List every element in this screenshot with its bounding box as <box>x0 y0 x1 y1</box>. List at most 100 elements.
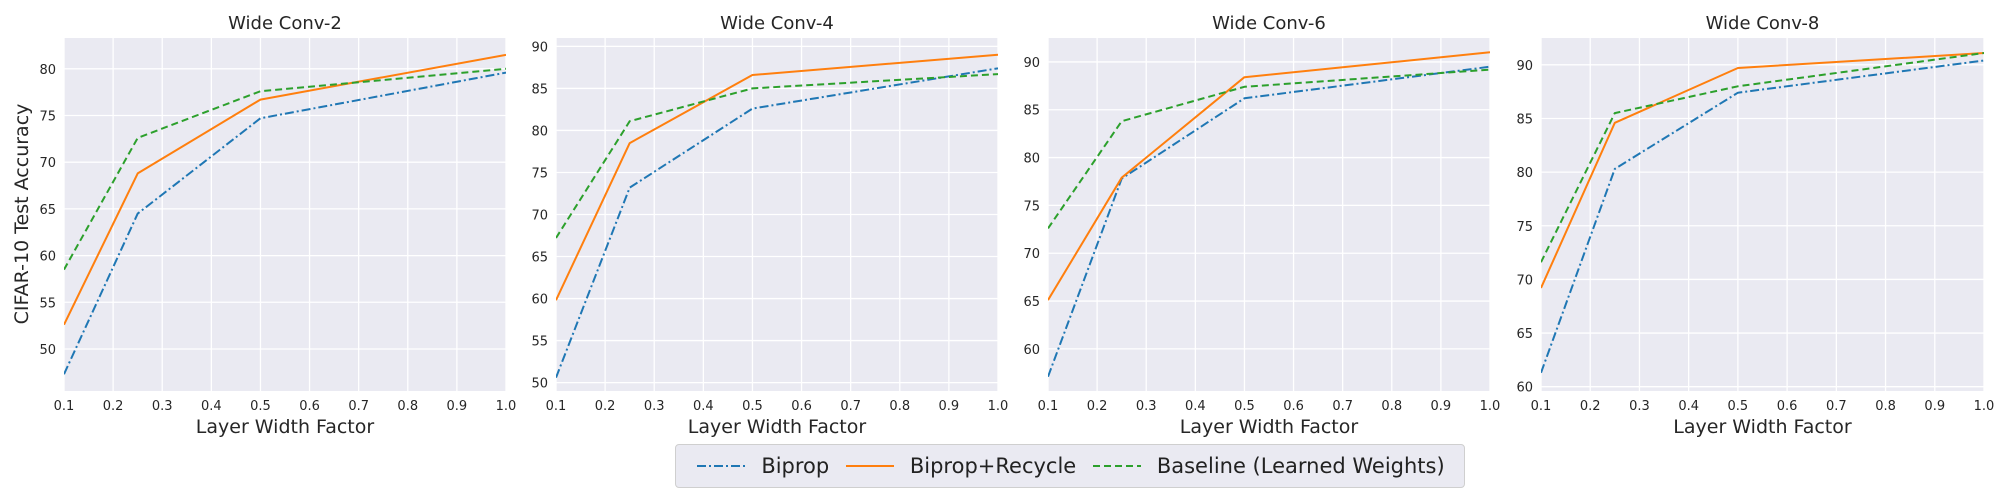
chart-panel-4: 0.1 0.2 0.3 0.4 0.5 0.6 0.7 0.8 0.9 1.0 60 65 70 75 80… <box>1516 13 1994 438</box>
y-tick-label: 55 <box>531 335 548 350</box>
y-tick-label: 65 <box>1023 295 1040 310</box>
x-tick-label: 0.6 <box>1777 399 1798 414</box>
y-tick-label: 65 <box>1516 327 1533 342</box>
y-tick-label: 50 <box>531 377 548 392</box>
y-tick-label: 80 <box>39 63 56 78</box>
series-line-biprop <box>64 71 506 375</box>
x-tick-label: 0.5 <box>1234 399 1255 414</box>
x-tick-label: 0.9 <box>447 399 468 414</box>
y-tick-label: 60 <box>1516 381 1533 396</box>
x-tick-label: 0.6 <box>1283 399 1304 414</box>
x-tick-label: 0.9 <box>939 399 960 414</box>
x-tick-label: 0.2 <box>595 399 616 414</box>
x-tick-label: 0.3 <box>644 399 665 414</box>
x-tick-label: 0.7 <box>1332 399 1353 414</box>
chart-panel-2: 0.1 0.2 0.3 0.4 0.5 0.6 0.7 0.8 0.9 1.0 50 55 60 65 70… <box>531 13 1008 438</box>
x-tick-label: 1.0 <box>1974 399 1995 414</box>
x-tick-label: 0.8 <box>1381 399 1402 414</box>
y-axis-label: CIFAR-10 Test Accuracy <box>11 104 33 325</box>
x-tick-label: 0.5 <box>742 399 763 414</box>
x-tick-label: 0.4 <box>693 399 714 414</box>
x-tick-label: 0.9 <box>1431 399 1452 414</box>
y-tick-label: 80 <box>1023 152 1040 167</box>
legend-label-biprop-recycle: Biprop+Recycle <box>909 454 1077 478</box>
x-tick-label: 1.0 <box>496 399 517 414</box>
x-tick-label: 0.5 <box>1728 399 1749 414</box>
y-tick-label: 70 <box>1516 273 1533 288</box>
series-line-biprop-recycle <box>1048 51 1490 301</box>
x-tick-label: 0.8 <box>889 399 910 414</box>
x-tick-label: 0.7 <box>840 399 861 414</box>
legend-swatch-biprop-recycle <box>845 465 894 467</box>
x-tick-label: 1.0 <box>1480 399 1501 414</box>
x-axis-label: Layer Width Factor <box>1180 416 1359 438</box>
legend-label-baseline: Baseline (Learned Weights) <box>1156 454 1445 478</box>
series-line-baseline-learned-weights <box>556 73 998 239</box>
legend: Biprop Biprop+Recycle Baseline (Learned … <box>675 444 1465 488</box>
y-tick-label: 85 <box>531 82 548 97</box>
x-tick-label: 0.4 <box>1185 399 1206 414</box>
plot-area <box>1048 38 1490 391</box>
y-tick-label: 80 <box>531 124 548 139</box>
series-line-baseline-learned-weights <box>1541 52 1984 263</box>
plot-area <box>64 38 506 391</box>
x-axis-label: Layer Width Factor <box>196 416 375 438</box>
chart-panel-3: 0.1 0.2 0.3 0.4 0.5 0.6 0.7 0.8 0.9 1.0 60 65 70 75 80… <box>1023 13 1500 438</box>
y-tick-label: 65 <box>39 203 56 218</box>
legend-item-baseline: Baseline (Learned Weights) <box>1091 454 1445 478</box>
x-axis-label: Layer Width Factor <box>688 416 867 438</box>
series-line-biprop-recycle <box>1541 52 1984 289</box>
chart-panel-1: 0.1 0.2 0.3 0.4 0.5 0.6 0.7 0.8 0.9 1.0 50 55 60 65 70… <box>39 13 516 438</box>
y-tick-label: 60 <box>1023 343 1040 358</box>
y-tick-label: 70 <box>531 209 548 224</box>
y-tick-label: 50 <box>39 343 56 358</box>
x-tick-label: 0.5 <box>250 399 271 414</box>
y-tick-label: 75 <box>1516 220 1533 235</box>
x-tick-label: 0.1 <box>1531 399 1552 414</box>
y-tick-label: 65 <box>531 251 548 266</box>
x-tick-label: 0.2 <box>103 399 124 414</box>
y-tick-label: 60 <box>39 250 56 265</box>
series-line-biprop-recycle <box>64 53 506 326</box>
y-tick-label: 90 <box>531 40 548 55</box>
chart-title: Wide Conv-4 <box>720 13 834 34</box>
y-tick-label: 75 <box>1023 199 1040 214</box>
x-tick-label: 0.6 <box>791 399 812 414</box>
x-tick-label: 0.1 <box>546 399 567 414</box>
y-tick-label: 85 <box>1516 112 1533 127</box>
legend-item-biprop: Biprop <box>695 454 829 478</box>
legend-label-biprop: Biprop <box>761 454 830 478</box>
x-tick-label: 0.7 <box>1826 399 1847 414</box>
chart-title: Wide Conv-2 <box>228 13 342 34</box>
x-tick-label: 0.3 <box>152 399 173 414</box>
y-tick-label: 80 <box>1516 166 1533 181</box>
chart-title: Wide Conv-8 <box>1706 13 1820 34</box>
y-tick-label: 60 <box>531 293 548 308</box>
series-line-baseline-learned-weights <box>1048 68 1490 229</box>
x-tick-label: 0.9 <box>1924 399 1945 414</box>
legend-swatch-baseline <box>1092 465 1141 467</box>
x-tick-label: 0.1 <box>54 399 75 414</box>
series-line-biprop <box>556 67 998 378</box>
y-tick-label: 75 <box>531 166 548 181</box>
legend-swatch-biprop <box>697 465 746 467</box>
x-tick-label: 0.2 <box>1087 399 1108 414</box>
y-tick-label: 55 <box>39 296 56 311</box>
x-tick-label: 0.8 <box>397 399 418 414</box>
x-tick-label: 1.0 <box>988 399 1009 414</box>
x-tick-label: 0.8 <box>1875 399 1896 414</box>
y-tick-label: 90 <box>1516 59 1533 74</box>
series-line-biprop-recycle <box>556 53 998 301</box>
y-tick-label: 70 <box>39 156 56 171</box>
series-line-biprop <box>1541 59 1984 374</box>
y-tick-label: 75 <box>39 110 56 125</box>
y-tick-label: 90 <box>1023 56 1040 71</box>
x-tick-label: 0.3 <box>1136 399 1157 414</box>
chart-title: Wide Conv-6 <box>1212 13 1326 34</box>
y-tick-label: 85 <box>1023 104 1040 119</box>
x-axis-label: Layer Width Factor <box>1673 416 1852 438</box>
x-tick-label: 0.4 <box>201 399 222 414</box>
x-tick-label: 0.7 <box>348 399 369 414</box>
x-tick-label: 0.4 <box>1678 399 1699 414</box>
